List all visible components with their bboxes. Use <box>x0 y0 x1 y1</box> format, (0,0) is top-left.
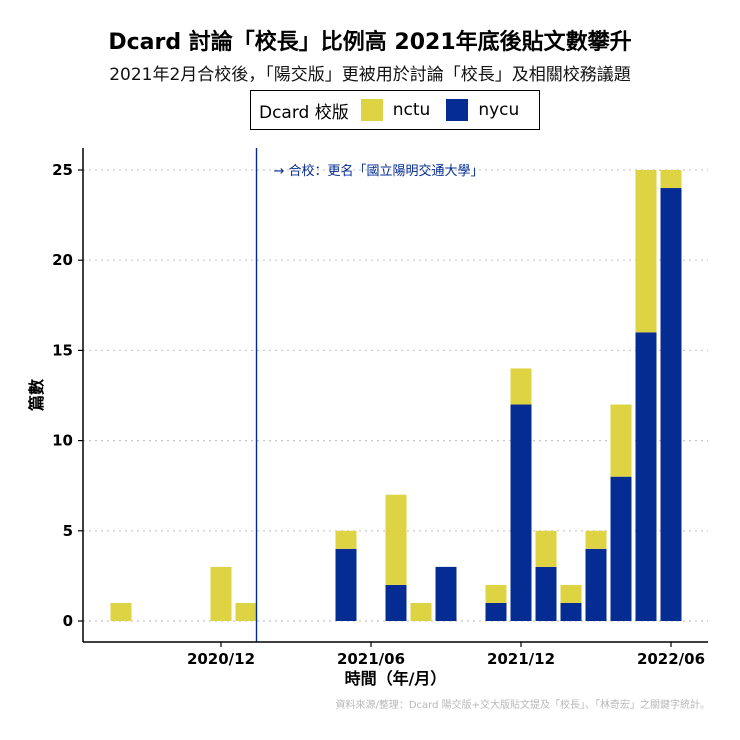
bar-nycu <box>585 548 607 621</box>
bar-nctu <box>610 404 632 477</box>
legend: Dcard 校版 nctu nycu <box>250 90 540 130</box>
x-tick-label: 2021/06 <box>337 650 405 668</box>
legend-swatch-nctu <box>360 99 383 121</box>
chart-title: Dcard 討論「校長」比例高 2021年底後貼文數攀升 <box>108 30 632 55</box>
bar-nctu <box>585 530 607 549</box>
legend-swatch-nycu <box>446 99 469 121</box>
source-note: 資料來源/整理：Dcard 陽交版+交大版貼文提及「校長」、「林奇宏」之關鍵字統… <box>335 700 710 711</box>
bar-nycu <box>435 566 457 621</box>
bar-nctu <box>635 170 657 333</box>
bar-nycu <box>335 548 357 621</box>
bar-nctu <box>335 530 357 549</box>
legend-label-nctu: nctu <box>392 100 431 120</box>
bar-nycu <box>510 404 532 621</box>
chart-subtitle: 2021年2月合校後，「陽交版」更被用於討論「校長」及相關校務議題 <box>109 65 631 85</box>
bar-nctu <box>485 584 507 603</box>
y-axis-title: 篇數 <box>27 379 46 412</box>
y-tick-label: 5 <box>63 522 73 540</box>
bar-nycu <box>485 602 507 621</box>
bar-nycu <box>610 476 632 621</box>
bar-nctu <box>510 368 532 405</box>
bar-nctu <box>560 584 582 603</box>
bar-nctu <box>110 602 132 621</box>
y-tick-label: 15 <box>52 341 73 359</box>
merger-annotation: → 合校：更名「國立陽明交通大學」 <box>274 163 484 179</box>
legend-label-nycu: nycu <box>478 100 520 120</box>
bar-nctu <box>210 566 232 621</box>
bar-nycu <box>635 332 657 621</box>
bar-nctu <box>235 602 257 621</box>
y-tick-label: 0 <box>63 612 73 630</box>
y-tick-label: 25 <box>52 161 73 179</box>
bar-nycu <box>385 584 407 621</box>
bar-nctu <box>660 170 682 189</box>
bar-nycu <box>535 566 557 621</box>
y-tick-label: 10 <box>52 432 73 450</box>
bar-nctu <box>410 602 432 621</box>
bar-nycu <box>560 602 582 621</box>
y-tick-label: 20 <box>52 251 73 269</box>
bar-nctu <box>535 530 557 567</box>
bar-nctu <box>385 494 407 585</box>
x-tick-label: 2022/06 <box>637 650 705 668</box>
bar-nycu <box>660 188 682 622</box>
x-tick-label: 2020/12 <box>187 650 255 668</box>
x-tick-label: 2021/12 <box>487 650 555 668</box>
legend-title: Dcard 校版 <box>259 102 349 123</box>
x-axis-title: 時間（年/月） <box>345 669 447 688</box>
